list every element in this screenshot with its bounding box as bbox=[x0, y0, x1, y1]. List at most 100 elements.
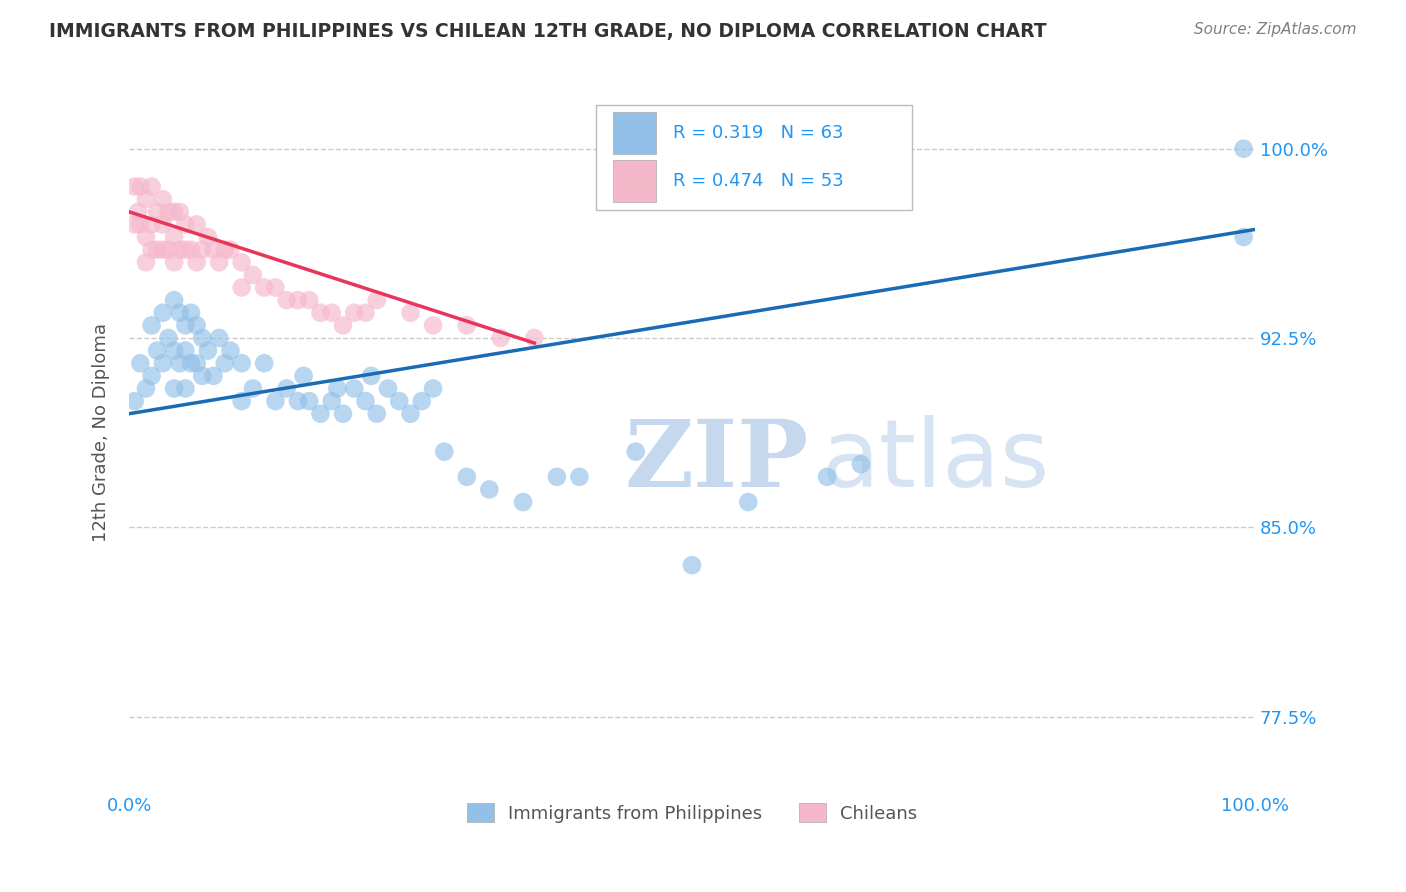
Point bbox=[202, 368, 225, 383]
Point bbox=[169, 243, 191, 257]
Point bbox=[169, 356, 191, 370]
Point bbox=[135, 382, 157, 396]
Point bbox=[366, 407, 388, 421]
Point bbox=[157, 204, 180, 219]
Legend: Immigrants from Philippines, Chileans: Immigrants from Philippines, Chileans bbox=[460, 797, 924, 830]
Point bbox=[186, 318, 208, 333]
Point bbox=[411, 394, 433, 409]
Point bbox=[332, 407, 354, 421]
Point bbox=[169, 306, 191, 320]
Text: IMMIGRANTS FROM PHILIPPINES VS CHILEAN 12TH GRADE, NO DIPLOMA CORRELATION CHART: IMMIGRANTS FROM PHILIPPINES VS CHILEAN 1… bbox=[49, 22, 1047, 41]
Point bbox=[433, 444, 456, 458]
Point bbox=[152, 218, 174, 232]
Point bbox=[568, 470, 591, 484]
Point bbox=[321, 306, 343, 320]
Point bbox=[163, 382, 186, 396]
Point bbox=[815, 470, 838, 484]
Point bbox=[1233, 230, 1256, 244]
Point bbox=[214, 356, 236, 370]
Point bbox=[287, 293, 309, 307]
Point bbox=[478, 483, 501, 497]
Point bbox=[135, 230, 157, 244]
Point bbox=[174, 382, 197, 396]
Point bbox=[422, 382, 444, 396]
Point bbox=[264, 394, 287, 409]
Point bbox=[174, 318, 197, 333]
Point bbox=[366, 293, 388, 307]
Point bbox=[354, 306, 377, 320]
Point bbox=[208, 255, 231, 269]
Point bbox=[242, 382, 264, 396]
Point bbox=[253, 356, 276, 370]
Point bbox=[197, 343, 219, 358]
Text: R = 0.474   N = 53: R = 0.474 N = 53 bbox=[673, 172, 844, 190]
Point bbox=[360, 368, 382, 383]
Point bbox=[849, 457, 872, 471]
Point bbox=[208, 331, 231, 345]
Point bbox=[276, 382, 298, 396]
Point bbox=[169, 204, 191, 219]
Point bbox=[512, 495, 534, 509]
Point bbox=[202, 243, 225, 257]
Point bbox=[129, 356, 152, 370]
Point bbox=[489, 331, 512, 345]
Point bbox=[146, 204, 169, 219]
Point bbox=[152, 306, 174, 320]
Point bbox=[163, 343, 186, 358]
Point bbox=[163, 204, 186, 219]
Point bbox=[388, 394, 411, 409]
Point bbox=[152, 243, 174, 257]
Point bbox=[191, 331, 214, 345]
Point bbox=[191, 368, 214, 383]
Point bbox=[129, 179, 152, 194]
Point bbox=[276, 293, 298, 307]
Point bbox=[399, 407, 422, 421]
Point bbox=[343, 382, 366, 396]
Point bbox=[624, 444, 647, 458]
Point bbox=[163, 230, 186, 244]
Point bbox=[231, 356, 253, 370]
Point bbox=[309, 407, 332, 421]
Point bbox=[141, 368, 163, 383]
Point bbox=[157, 243, 180, 257]
Point bbox=[141, 218, 163, 232]
Point bbox=[180, 243, 202, 257]
Point bbox=[309, 306, 332, 320]
Point bbox=[231, 280, 253, 294]
Point bbox=[326, 382, 349, 396]
Point bbox=[264, 280, 287, 294]
FancyBboxPatch shape bbox=[596, 105, 911, 210]
Point bbox=[298, 394, 321, 409]
Y-axis label: 12th Grade, No Diploma: 12th Grade, No Diploma bbox=[93, 323, 110, 542]
Point bbox=[141, 318, 163, 333]
Point bbox=[298, 293, 321, 307]
Point bbox=[197, 230, 219, 244]
Point bbox=[354, 394, 377, 409]
Point bbox=[377, 382, 399, 396]
Point bbox=[422, 318, 444, 333]
Point bbox=[186, 218, 208, 232]
Point bbox=[456, 470, 478, 484]
Point bbox=[129, 218, 152, 232]
Point bbox=[287, 394, 309, 409]
Point bbox=[292, 368, 315, 383]
Point bbox=[321, 394, 343, 409]
Point bbox=[141, 179, 163, 194]
Text: Source: ZipAtlas.com: Source: ZipAtlas.com bbox=[1194, 22, 1357, 37]
Point bbox=[231, 255, 253, 269]
Point bbox=[253, 280, 276, 294]
Point bbox=[152, 356, 174, 370]
Text: atlas: atlas bbox=[821, 416, 1050, 508]
Point bbox=[186, 356, 208, 370]
Point bbox=[157, 331, 180, 345]
Point bbox=[180, 306, 202, 320]
Point bbox=[191, 243, 214, 257]
Point bbox=[135, 255, 157, 269]
Point bbox=[163, 255, 186, 269]
Point bbox=[332, 318, 354, 333]
Point bbox=[163, 293, 186, 307]
Point bbox=[214, 243, 236, 257]
Point bbox=[180, 356, 202, 370]
Point bbox=[141, 243, 163, 257]
Point bbox=[681, 558, 703, 573]
